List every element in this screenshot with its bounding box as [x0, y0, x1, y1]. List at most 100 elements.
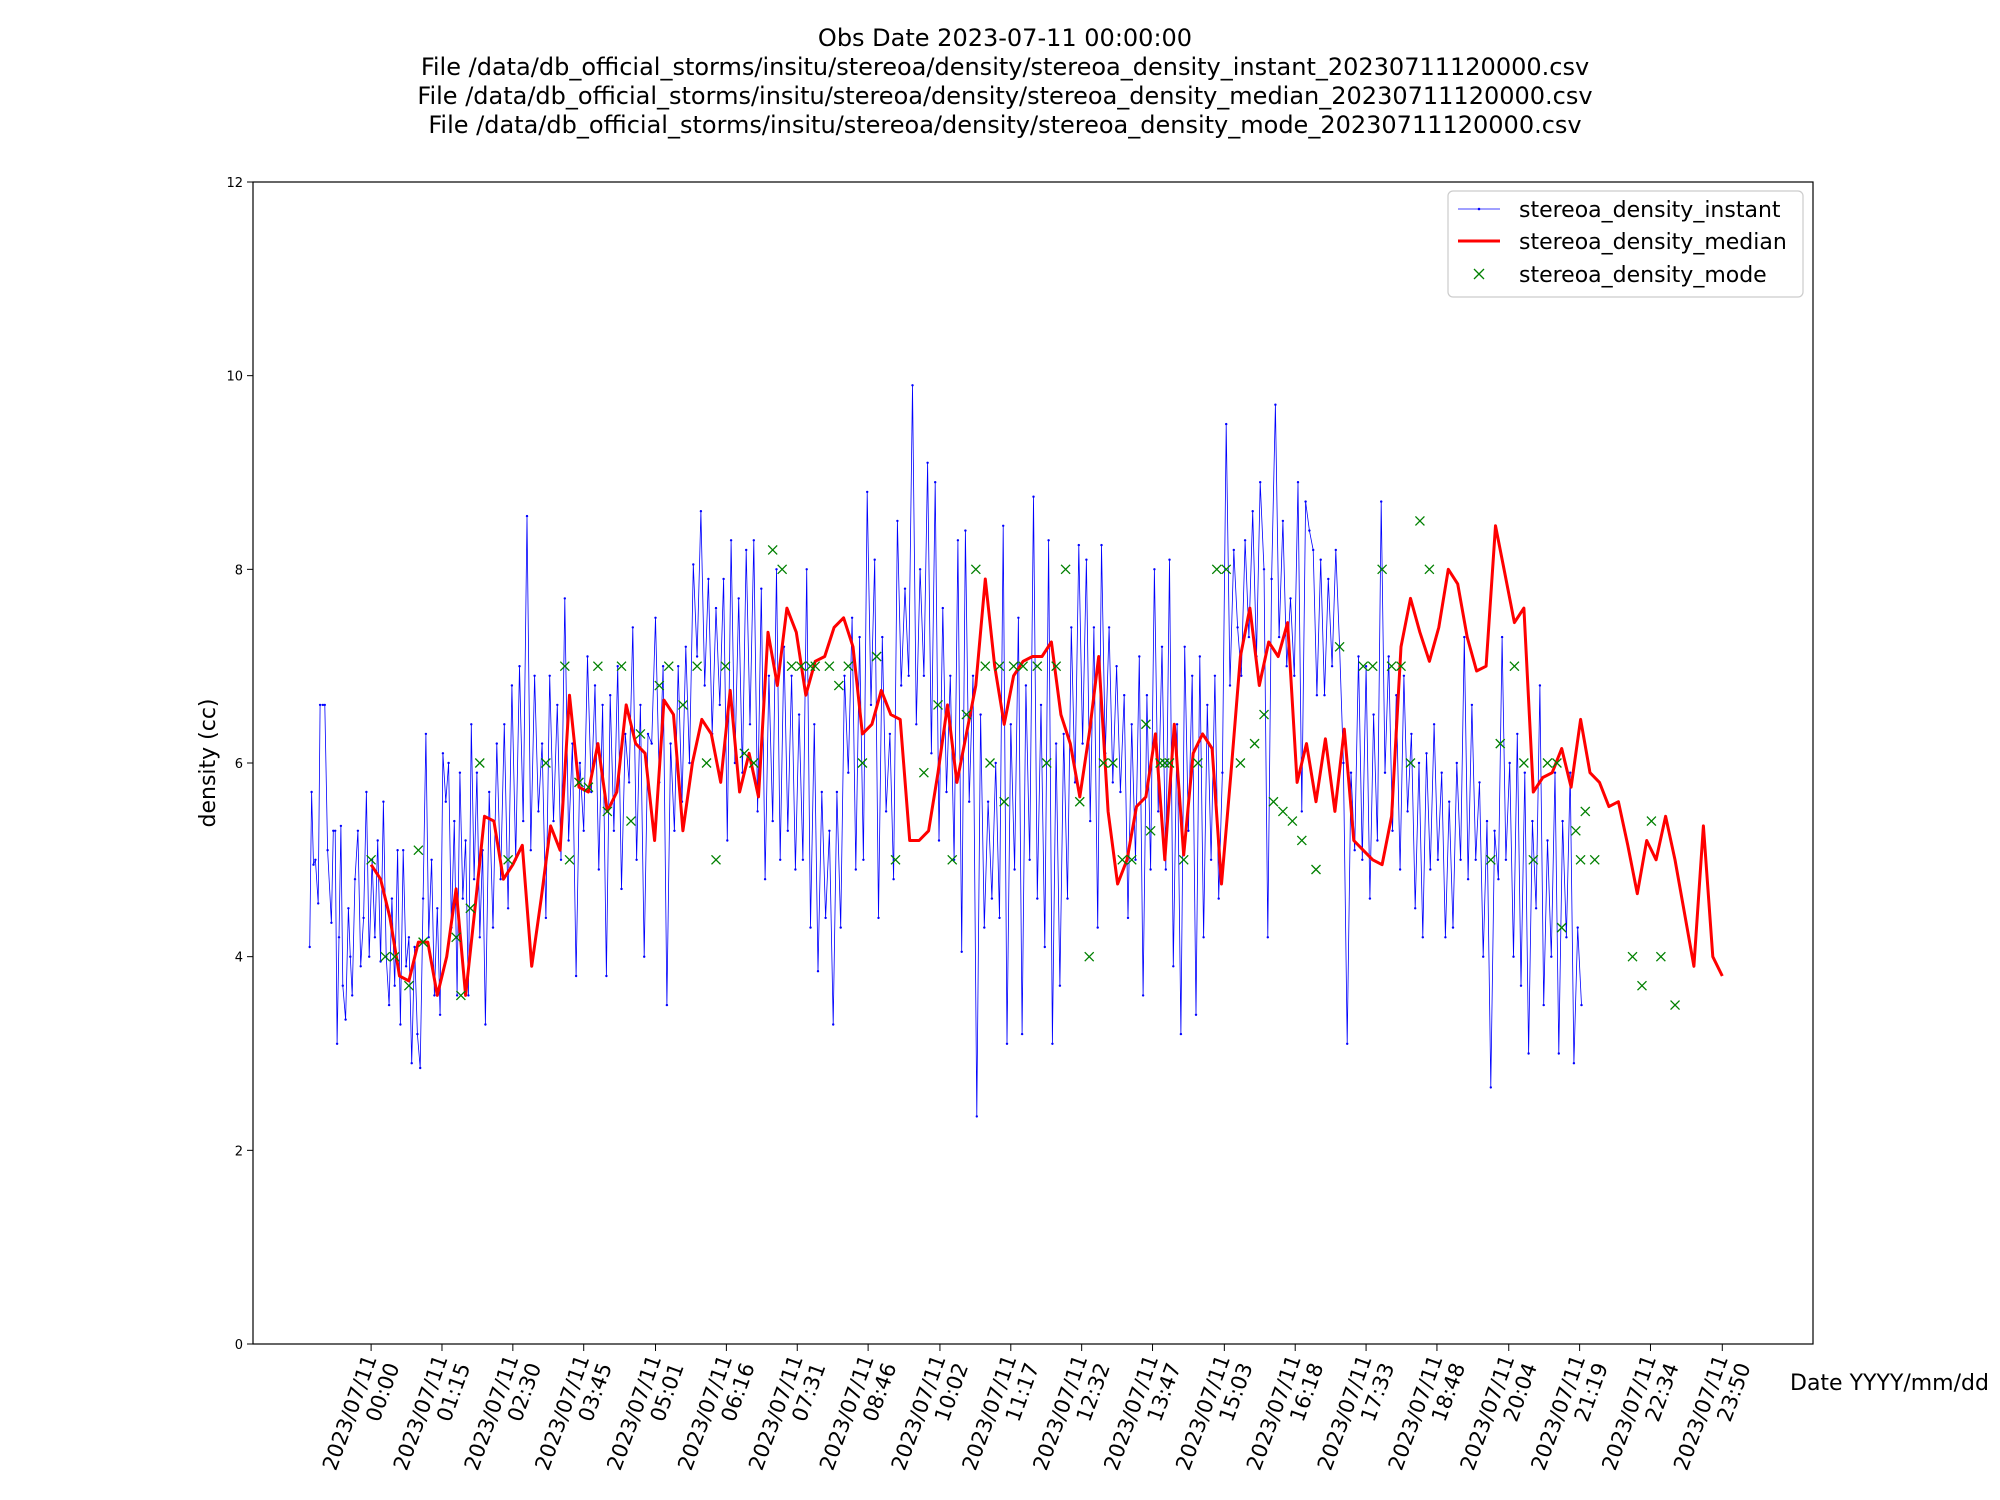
- instant-point: [1020, 1032, 1024, 1036]
- mode-point: [796, 661, 806, 672]
- instant-point: [499, 878, 502, 881]
- instant-point: [1466, 878, 1470, 881]
- mode-point: [654, 680, 665, 691]
- instant-point: [1051, 1042, 1054, 1046]
- instant-point: [464, 839, 467, 842]
- instant-point: [722, 577, 725, 581]
- instant-point: [478, 936, 481, 939]
- mode-point: [1655, 951, 1666, 962]
- instant-point: [1357, 655, 1360, 658]
- mode-point: [1018, 661, 1029, 672]
- instant-point: [1410, 732, 1413, 736]
- instant-point: [1160, 645, 1164, 648]
- legend-marker-instant: [1477, 207, 1481, 211]
- instant-point: [794, 868, 797, 871]
- instant-point: [503, 723, 506, 726]
- instant-point: [1107, 626, 1111, 629]
- mode-point: [1589, 854, 1600, 865]
- instant-point: [470, 723, 473, 726]
- mode-point: [1277, 806, 1288, 817]
- instant-point: [726, 839, 729, 842]
- instant-point: [858, 635, 861, 639]
- mode-point: [890, 854, 901, 865]
- instant-point: [956, 539, 960, 542]
- mode-point: [380, 951, 391, 962]
- instant-point: [605, 974, 608, 978]
- instant-point: [703, 684, 706, 687]
- instant-point: [1334, 548, 1338, 552]
- mode-point: [1542, 758, 1553, 768]
- instant-point: [475, 771, 479, 774]
- instant-point: [1168, 558, 1171, 561]
- mode-point: [1041, 758, 1052, 768]
- instant-point: [616, 665, 619, 668]
- instant-point: [441, 752, 445, 755]
- instant-point: [816, 970, 820, 973]
- instant-point: [399, 1023, 402, 1026]
- instant-point: [892, 878, 895, 881]
- median-series-line: [369, 524, 1724, 997]
- instant-point: [1383, 771, 1387, 774]
- mode-point: [1268, 796, 1279, 807]
- instant-point: [824, 916, 827, 920]
- instant-point: [1164, 868, 1168, 871]
- mode-point: [1060, 564, 1071, 575]
- instant-point: [387, 1003, 391, 1007]
- instant-point: [1432, 723, 1436, 726]
- mode-point: [767, 545, 778, 555]
- instant-point: [677, 665, 680, 668]
- instant-point: [1289, 597, 1292, 600]
- mode-point: [833, 680, 844, 691]
- instant-point: [1206, 703, 1209, 707]
- instant-point: [1387, 655, 1390, 658]
- instant-point: [884, 810, 888, 813]
- mode-point: [1518, 758, 1529, 768]
- instant-point: [1111, 781, 1115, 784]
- instant-point: [990, 897, 994, 900]
- instant-point: [1538, 684, 1542, 687]
- instant-point: [1425, 752, 1428, 755]
- instant-point: [540, 742, 544, 745]
- instant-point: [1092, 626, 1096, 629]
- instant-point: [1213, 674, 1217, 677]
- instant-point: [365, 790, 368, 794]
- instant-point: [1126, 916, 1130, 920]
- instant-point: [1047, 539, 1050, 542]
- instant-point: [461, 897, 464, 900]
- instant-point: [1285, 665, 1288, 668]
- instant-point: [1550, 955, 1553, 958]
- mode-point: [720, 661, 731, 672]
- mode-point: [403, 980, 414, 991]
- instant-point: [1232, 548, 1236, 552]
- instant-point: [506, 907, 510, 910]
- instant-point: [707, 577, 710, 581]
- mode-point: [1528, 854, 1539, 865]
- instant-point: [1474, 858, 1477, 861]
- instant-point: [1391, 829, 1394, 832]
- instant-point: [763, 878, 767, 881]
- mode-point: [1396, 661, 1406, 672]
- instant-point: [1262, 568, 1266, 571]
- instant-point: [911, 384, 914, 387]
- instant-point: [544, 916, 548, 920]
- instant-point: [1119, 790, 1122, 794]
- legend-marker-mode: [1473, 268, 1485, 280]
- instant-point: [627, 781, 631, 784]
- instant-point: [1251, 510, 1254, 513]
- mode-point: [1259, 709, 1269, 720]
- instant-point: [1259, 481, 1262, 484]
- instant-point: [308, 945, 311, 949]
- instant-point: [1327, 577, 1330, 581]
- instant-point: [1421, 936, 1425, 939]
- instant-point: [586, 655, 589, 658]
- instant-point: [552, 819, 555, 823]
- mode-point: [1051, 661, 1062, 672]
- mode-point: [999, 796, 1010, 807]
- legend-box: [1447, 190, 1804, 298]
- mode-point: [366, 854, 377, 865]
- instant-point: [356, 829, 360, 832]
- mode-point: [1311, 864, 1321, 875]
- instant-point: [801, 858, 805, 861]
- instant-point: [1414, 907, 1417, 910]
- axes: 0246810122023/07/1100:002023/07/1101:152…: [226, 176, 1755, 1473]
